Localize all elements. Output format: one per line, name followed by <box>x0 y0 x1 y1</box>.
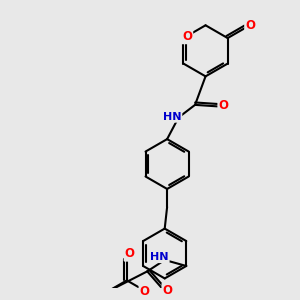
Text: O: O <box>163 284 173 297</box>
Text: HN: HN <box>163 112 181 122</box>
Text: O: O <box>219 99 229 112</box>
Text: HN: HN <box>150 252 169 262</box>
Text: O: O <box>182 30 192 43</box>
Text: O: O <box>140 285 150 298</box>
Text: O: O <box>245 19 255 32</box>
Text: O: O <box>125 248 135 260</box>
